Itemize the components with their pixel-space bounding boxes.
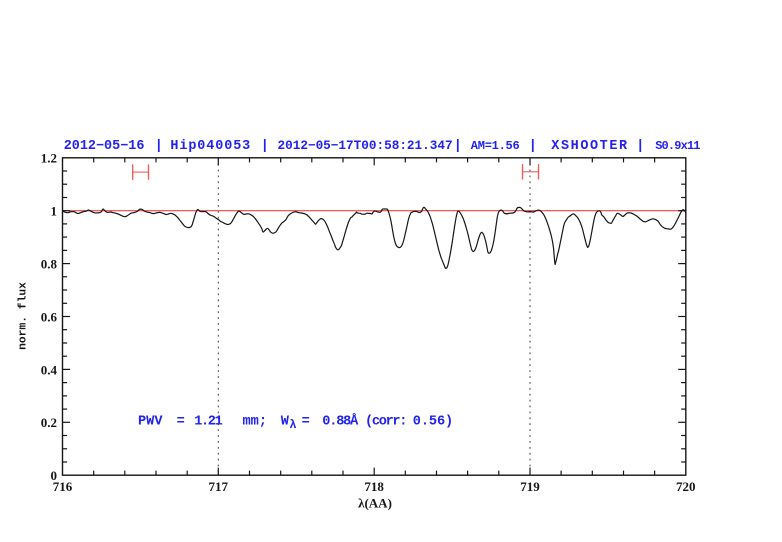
svg-text:0.6: 0.6 [41, 309, 58, 324]
svg-text:0.4: 0.4 [41, 362, 58, 377]
svg-text:norm. flux: norm. flux [18, 282, 30, 350]
svg-text:0: 0 [51, 468, 58, 483]
svg-text:1.2: 1.2 [41, 151, 57, 166]
svg-text:719: 719 [520, 479, 540, 494]
svg-text:716: 716 [53, 479, 73, 494]
svg-text:720: 720 [676, 479, 696, 494]
svg-text:0.2: 0.2 [41, 415, 57, 430]
svg-text:717: 717 [209, 479, 229, 494]
svg-text:1: 1 [51, 204, 58, 219]
svg-text:718: 718 [364, 479, 384, 494]
svg-text:λ(AA): λ(AA) [358, 496, 392, 511]
svg-text:2012−05−16|Hip040053|2012−05−1: 2012−05−16 | Hip040053 | 2012−05−17T00:58:21… [64, 138, 701, 154]
svg-text:0.8: 0.8 [41, 257, 58, 272]
